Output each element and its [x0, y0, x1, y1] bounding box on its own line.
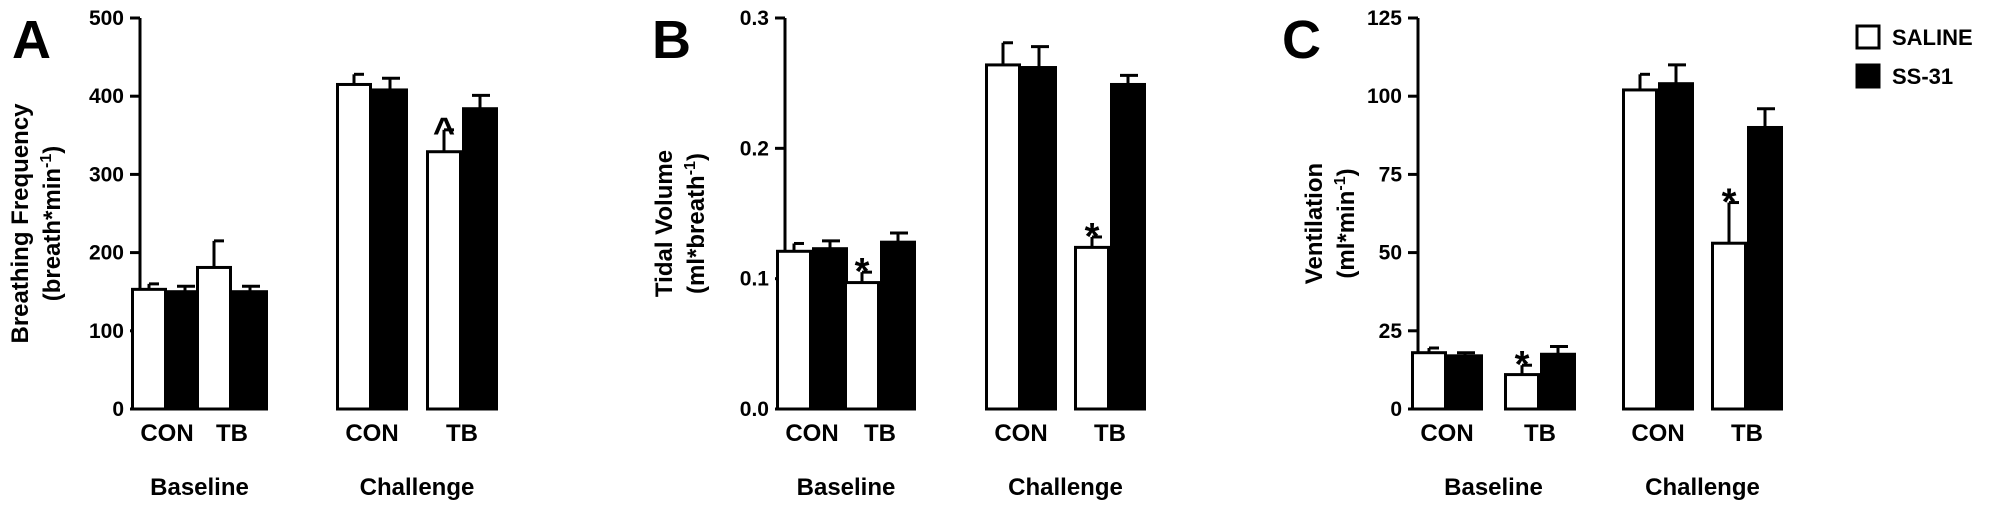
- x-category-label: TB: [1731, 420, 1763, 447]
- y-axis-title: Breathing Frequency: [7, 103, 34, 344]
- bar-saline: [776, 249, 812, 411]
- bar-saline: [1074, 245, 1110, 411]
- y-axis-units: (ml*min-1): [1332, 168, 1360, 278]
- y-tick-label: 0.0: [740, 398, 769, 421]
- bar-ss-31: [1447, 354, 1483, 411]
- bar-ss-31: [1540, 352, 1576, 411]
- x-category-label: CON: [994, 420, 1047, 447]
- legend: SALINE SS-31: [1855, 24, 1973, 89]
- bar-saline: [1711, 241, 1747, 411]
- y-tick-label: 0.3: [740, 7, 769, 30]
- y-tick-label: 0: [1390, 398, 1402, 421]
- x-category-label: CON: [140, 420, 193, 447]
- y-tick-label: 0.1: [740, 268, 770, 291]
- y-axis-title: Tidal Volume: [651, 150, 678, 297]
- y-tick-label: 500: [89, 7, 124, 30]
- bar-ss-31: [1021, 66, 1057, 411]
- y-tick-label: 100: [89, 320, 124, 343]
- chart-panel-a: A 0 100 200 300 400 500 Breathing Frequency (bre…: [7, 7, 498, 501]
- x-category-label: TB: [1524, 420, 1556, 447]
- significance-marker: *: [1085, 216, 1100, 258]
- bar-ss-31: [232, 290, 268, 411]
- bar-saline: [196, 265, 232, 411]
- y-tick-label: 50: [1379, 242, 1402, 265]
- x-category-label: CON: [345, 420, 398, 447]
- y-tick-label: 0: [112, 398, 124, 421]
- chart-panel-b: B 0.0 0.1 0.2 0.3 Tidal Volume (ml*breath-1) CO…: [651, 7, 1146, 501]
- panel-label: C: [1282, 10, 1321, 70]
- x-category-label: CON: [1631, 420, 1684, 447]
- significance-marker: ^: [433, 111, 455, 153]
- legend-label: SS-31: [1892, 64, 1953, 89]
- y-tick-label: 75: [1379, 163, 1403, 186]
- x-category-label: TB: [1094, 420, 1126, 447]
- bar-saline: [426, 150, 462, 411]
- x-category-label: TB: [446, 420, 478, 447]
- legend-swatch: [1855, 24, 1881, 50]
- bar-ss-31: [372, 88, 408, 411]
- y-axis-units: (ml*breath-1): [682, 153, 710, 294]
- significance-marker: *: [855, 251, 870, 293]
- bar-ss-31: [1110, 82, 1146, 411]
- x-category-label: CON: [785, 420, 838, 447]
- bar-ss-31: [812, 247, 848, 411]
- bar-saline: [985, 63, 1021, 411]
- y-axis-title: Ventilation: [1301, 163, 1328, 284]
- y-tick-label: 200: [89, 242, 124, 265]
- legend-label: SALINE: [1892, 25, 1973, 50]
- y-axis-units: (breath*min-1): [38, 146, 66, 302]
- y-tick-label: 100: [1367, 85, 1402, 108]
- legend-swatch: [1855, 63, 1881, 89]
- bar-saline: [131, 287, 167, 411]
- x-category-label: TB: [864, 420, 896, 447]
- y-tick-label: 300: [89, 163, 124, 186]
- bar-ss-31: [1658, 82, 1694, 411]
- group-label: Baseline: [150, 474, 249, 501]
- bar-saline: [1622, 88, 1658, 411]
- y-tick-label: 125: [1367, 7, 1402, 30]
- bar-saline: [336, 82, 372, 411]
- y-tick-label: 25: [1379, 320, 1403, 343]
- panel-label: B: [652, 10, 691, 70]
- group-label: Baseline: [797, 474, 896, 501]
- bar-saline: [1411, 351, 1447, 411]
- bar-saline: [1504, 373, 1540, 411]
- significance-marker: *: [1722, 182, 1737, 224]
- y-tick-label: 0.2: [740, 137, 769, 160]
- group-label: Challenge: [1645, 474, 1760, 501]
- x-category-label: TB: [216, 420, 248, 447]
- bar-ss-31: [880, 240, 916, 411]
- bar-ss-31: [1747, 125, 1783, 411]
- group-label: Baseline: [1444, 474, 1543, 501]
- y-tick-label: 400: [89, 85, 124, 108]
- group-label: Challenge: [1008, 474, 1123, 501]
- group-label: Challenge: [360, 474, 475, 501]
- bar-saline: [844, 281, 880, 411]
- panel-label: A: [12, 10, 51, 70]
- bar-ss-31: [462, 107, 498, 411]
- chart-panel-c: C 0 25 50 75 100 125 Ventilation (ml*min-1) CON TB…: [1282, 7, 1783, 501]
- significance-marker: *: [1515, 344, 1530, 386]
- x-category-label: CON: [1420, 420, 1473, 447]
